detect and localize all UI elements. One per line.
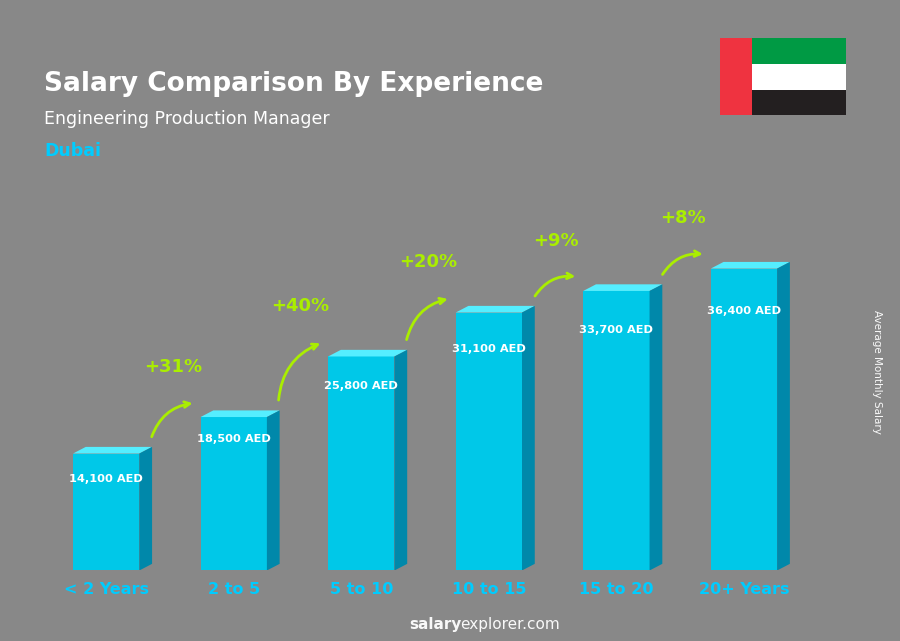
Text: Dubai: Dubai <box>44 142 101 160</box>
Bar <box>73 454 140 570</box>
Text: Salary Comparison By Experience: Salary Comparison By Experience <box>44 71 544 97</box>
Text: Engineering Production Manager: Engineering Production Manager <box>44 110 329 128</box>
Bar <box>328 356 394 570</box>
Text: 18,500 AED: 18,500 AED <box>197 433 271 444</box>
Text: explorer.com: explorer.com <box>460 617 560 632</box>
Polygon shape <box>328 350 407 356</box>
Text: +9%: +9% <box>533 231 579 249</box>
Text: +40%: +40% <box>272 297 329 315</box>
Bar <box>752 38 846 64</box>
Bar <box>720 38 751 115</box>
Polygon shape <box>711 262 790 269</box>
Polygon shape <box>394 350 407 570</box>
Text: +31%: +31% <box>144 358 202 376</box>
Text: 33,700 AED: 33,700 AED <box>580 325 653 335</box>
Bar <box>752 90 846 115</box>
Bar <box>752 64 846 90</box>
Text: salary: salary <box>410 617 462 632</box>
Text: 31,100 AED: 31,100 AED <box>452 344 526 354</box>
Text: 36,400 AED: 36,400 AED <box>706 306 781 316</box>
Polygon shape <box>522 306 535 570</box>
Polygon shape <box>777 262 790 570</box>
Text: Average Monthly Salary: Average Monthly Salary <box>872 310 883 434</box>
Text: +20%: +20% <box>400 253 457 271</box>
Text: +8%: +8% <box>661 209 707 227</box>
Polygon shape <box>583 285 662 291</box>
Bar <box>583 291 650 570</box>
Polygon shape <box>455 306 535 313</box>
Bar <box>455 313 522 570</box>
Polygon shape <box>140 447 152 570</box>
Polygon shape <box>73 447 152 454</box>
Polygon shape <box>201 410 280 417</box>
Bar <box>711 269 777 570</box>
Text: 14,100 AED: 14,100 AED <box>69 474 143 484</box>
Bar <box>201 417 267 570</box>
Text: 25,800 AED: 25,800 AED <box>324 381 398 392</box>
Polygon shape <box>267 410 280 570</box>
Polygon shape <box>650 285 662 570</box>
